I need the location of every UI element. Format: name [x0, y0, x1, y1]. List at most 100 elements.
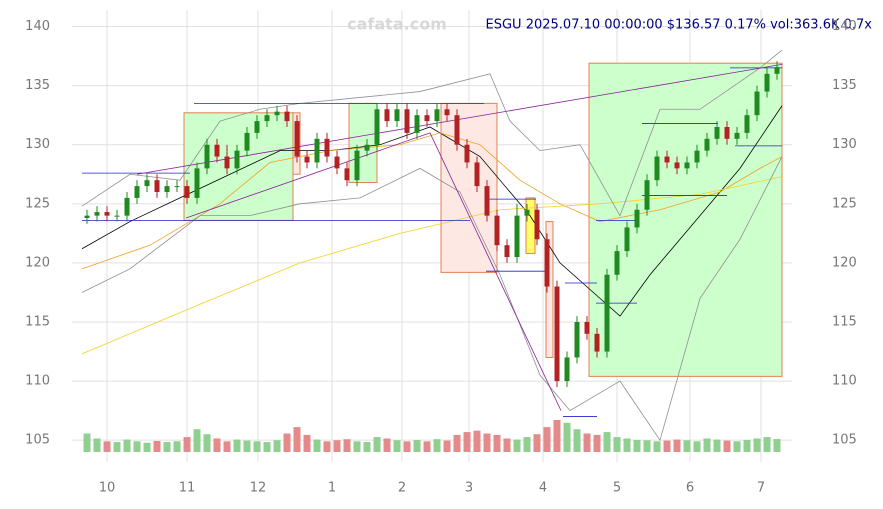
candle-body: [364, 144, 370, 151]
volume-bar: [743, 439, 751, 452]
candle-body: [334, 156, 340, 169]
candle-body: [664, 156, 670, 163]
trend-line: [429, 132, 562, 411]
candle-body: [494, 215, 500, 246]
volume-bar: [453, 434, 461, 452]
volume-bar: [293, 427, 301, 452]
candle-body: [274, 111, 280, 116]
zone: [588, 62, 783, 377]
candle-body: [244, 132, 250, 151]
volume-bar: [223, 441, 231, 452]
chart-title: ESGU 2025.07.10 00:00:00 $136.57 0.17% v…: [486, 18, 873, 33]
candle-body: [474, 162, 480, 187]
y-tick-label: 140: [25, 19, 50, 34]
volume-bar: [613, 437, 621, 452]
candle-body: [224, 156, 230, 169]
volume-bar: [483, 433, 491, 452]
candle-body: [544, 239, 550, 287]
candle-body: [644, 180, 650, 210]
volume-bar: [313, 439, 321, 452]
volume-bar: [423, 441, 431, 452]
candle-body: [724, 127, 730, 139]
volume-bar: [733, 441, 741, 452]
volume-bar: [143, 442, 151, 452]
candle-body: [94, 212, 100, 216]
volume-bar: [463, 432, 471, 452]
candle-body: [384, 109, 390, 122]
volume-bar: [653, 441, 661, 452]
candle-body: [654, 156, 660, 181]
y-tick-label-right: 140: [832, 19, 857, 34]
volume-bar: [243, 440, 251, 452]
candle-body: [574, 322, 580, 358]
zone: [545, 221, 554, 358]
volume-bar: [333, 440, 341, 452]
volume-bar: [623, 438, 631, 452]
volume-bar: [543, 427, 551, 452]
volume-bar: [353, 441, 361, 452]
volume-bar: [123, 439, 131, 452]
y-tick-label-right: 120: [832, 255, 857, 270]
y-tick-label-right: 130: [832, 137, 857, 152]
y-tick-label: 115: [25, 315, 50, 330]
candle-body: [524, 209, 530, 216]
volume-bar: [363, 442, 371, 452]
volume-bar: [513, 439, 521, 452]
volume-bar: [763, 437, 771, 452]
volume-bar: [133, 441, 141, 452]
candle-body: [714, 127, 720, 139]
volume-bar: [723, 440, 731, 452]
candle-body: [134, 186, 140, 198]
candle-body: [614, 251, 620, 275]
trend-line: [185, 132, 431, 219]
candle-body: [734, 132, 740, 139]
volume-bar: [283, 433, 291, 452]
candle-body: [84, 215, 90, 218]
x-tick-label: 11: [179, 481, 196, 496]
candle-body: [104, 212, 110, 216]
volume-bar: [113, 442, 121, 452]
y-tick-label-right: 125: [832, 196, 857, 211]
candle-body: [354, 150, 360, 181]
volume-bar: [403, 441, 411, 452]
candle-body: [454, 115, 460, 145]
volume-bar: [433, 439, 441, 452]
candle-body: [184, 186, 190, 198]
candle-body: [694, 150, 700, 163]
y-tick-label: 105: [25, 433, 50, 448]
candle-body: [234, 150, 240, 169]
overlay-line: [81, 156, 783, 442]
candle-body: [394, 109, 400, 122]
volume-bar: [713, 439, 721, 452]
volume-bar: [703, 438, 711, 452]
overlay-line: [81, 105, 783, 317]
candle-body: [764, 73, 770, 92]
y-tick-label: 110: [25, 374, 50, 389]
candle-body: [194, 168, 200, 198]
volume-bar: [103, 441, 111, 452]
watermark: cafata.com: [347, 15, 447, 34]
volume-bar: [533, 434, 541, 452]
volume-bar: [683, 440, 691, 452]
candle-body: [444, 109, 450, 116]
candle-body: [484, 186, 490, 216]
volume-bar: [693, 441, 701, 452]
volume-bar: [233, 439, 241, 452]
x-tick-label: 2: [398, 481, 406, 496]
x-tick-label: 1: [328, 481, 336, 496]
volume-bar: [773, 439, 781, 452]
candle-body: [264, 115, 270, 122]
candle-body: [624, 227, 630, 252]
candle-body: [584, 322, 590, 334]
volume-bar: [93, 438, 101, 452]
volume-bar: [273, 440, 281, 452]
y-tick-label: 120: [25, 255, 50, 270]
candle-body: [324, 138, 330, 157]
candle-body: [114, 215, 120, 217]
volume-bar: [173, 441, 181, 452]
candle-body: [304, 156, 310, 163]
x-tick-label: 10: [99, 481, 116, 496]
candle-body: [744, 115, 750, 133]
volume-bar: [493, 434, 501, 452]
